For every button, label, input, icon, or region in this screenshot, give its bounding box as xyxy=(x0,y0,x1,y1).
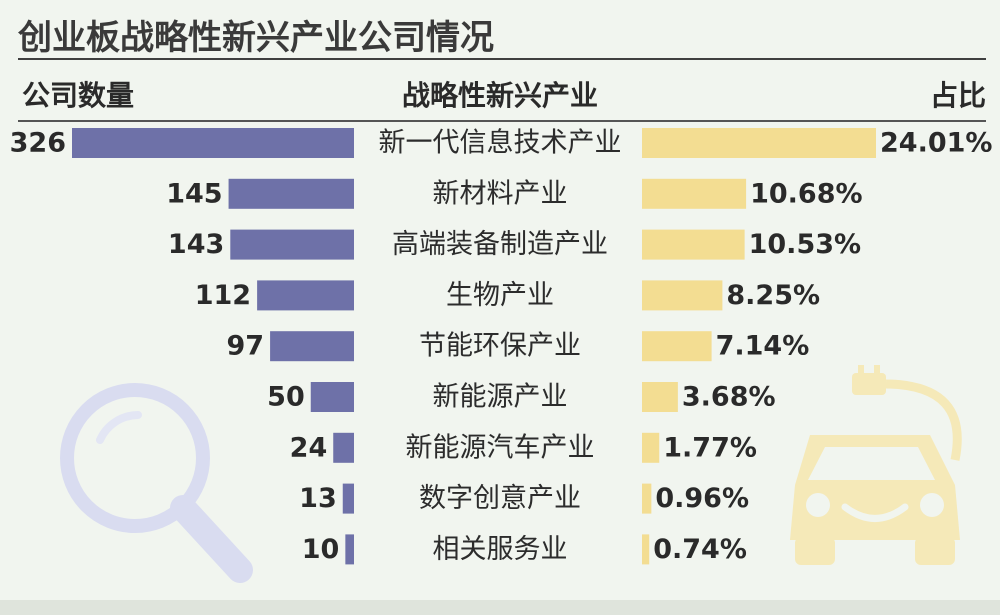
share-value-label: 0.96% xyxy=(655,483,749,514)
share-bar xyxy=(642,483,652,514)
share-bar xyxy=(642,534,650,565)
count-value-label: 24 xyxy=(290,432,328,463)
industry-label: 新能源汽车产业 xyxy=(406,432,595,463)
count-bar xyxy=(342,483,354,514)
share-value-label: 8.25% xyxy=(726,280,820,311)
industry-label: 相关服务业 xyxy=(433,534,568,565)
header-company-count: 公司数量 xyxy=(22,79,135,112)
header-share: 占比 xyxy=(929,79,986,112)
count-value-label: 10 xyxy=(302,534,340,565)
count-value-label: 97 xyxy=(227,331,265,362)
count-bar xyxy=(257,280,354,311)
industry-label: 新一代信息技术产业 xyxy=(379,128,622,159)
page-title: 创业板战略性新兴产业公司情况 xyxy=(18,18,494,58)
share-bar xyxy=(642,229,745,260)
industry-label: 生物产业 xyxy=(446,280,554,311)
share-value-label: 24.01% xyxy=(880,128,992,159)
count-bar xyxy=(270,331,354,362)
header-divider xyxy=(18,120,986,122)
share-bar xyxy=(642,128,876,158)
count-bar xyxy=(345,534,354,565)
industry-label: 数字创意产业 xyxy=(419,483,581,514)
share-value-label: 10.68% xyxy=(750,178,862,209)
count-value-label: 13 xyxy=(299,483,337,514)
industry-label: 新材料产业 xyxy=(433,178,568,209)
share-bar xyxy=(642,382,678,412)
count-bar xyxy=(230,229,354,260)
header-industry: 战略性新兴产业 xyxy=(401,79,599,112)
count-bar xyxy=(310,382,354,412)
count-value-label: 143 xyxy=(168,229,224,260)
title-divider xyxy=(18,58,986,60)
count-bar xyxy=(72,128,354,158)
share-bar xyxy=(642,432,660,463)
count-value-label: 112 xyxy=(195,280,251,311)
industry-label: 新能源产业 xyxy=(433,382,568,413)
magnifier-icon xyxy=(60,383,253,583)
count-bar xyxy=(228,178,354,209)
share-value-label: 3.68% xyxy=(682,382,776,413)
count-value-label: 326 xyxy=(10,128,66,159)
industry-label: 节能环保产业 xyxy=(419,331,581,362)
share-value-label: 7.14% xyxy=(716,331,810,362)
share-value-label: 10.53% xyxy=(749,229,861,260)
electric-car-icon xyxy=(790,365,962,565)
industry-label: 高端装备制造产业 xyxy=(392,229,608,260)
share-bar xyxy=(642,331,712,362)
share-value-label: 0.74% xyxy=(653,534,747,565)
bottom-strip xyxy=(0,600,1000,615)
share-bar xyxy=(642,178,747,209)
count-value-label: 50 xyxy=(267,382,305,413)
count-value-label: 145 xyxy=(166,178,222,209)
share-bar xyxy=(642,280,723,311)
count-bar xyxy=(333,432,354,463)
share-value-label: 1.77% xyxy=(663,432,757,463)
